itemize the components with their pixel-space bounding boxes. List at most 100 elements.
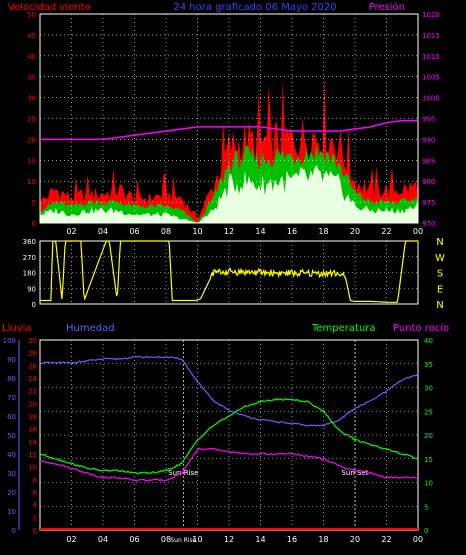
compass-label: N	[436, 237, 443, 248]
rain-tick-label: 30	[28, 337, 37, 345]
temperature-line	[39, 397, 418, 475]
pressure-tick-label: 1020	[422, 11, 440, 19]
pressure-tick-label: 1015	[422, 32, 440, 40]
wind-tick-label: 35	[27, 74, 36, 82]
hour-tick-label: Sun Rise	[170, 537, 196, 544]
temperature-tick-label: 40	[424, 337, 433, 345]
hour-tick-label: 18	[318, 535, 328, 544]
rain-tick-label: 18	[28, 413, 37, 421]
direction-tick-label: 360	[23, 238, 36, 246]
wind-tick-label: 40	[27, 53, 36, 61]
sun-annotation: Sun Rise	[168, 469, 198, 477]
humidity-temperature-panel: Lluvia Humedad Temperatura Punto rocío 0…	[2, 322, 449, 544]
hour-tick-label: 10	[192, 227, 202, 236]
humidity-tick-label: 0	[12, 527, 16, 535]
direction-tick-label: 90	[27, 285, 36, 293]
temperature-tick-label: 5	[424, 503, 428, 511]
rain-tick-label: 4	[33, 502, 38, 510]
temperature-tick-label: 10	[424, 480, 433, 488]
hour-tick-label: 00	[413, 535, 423, 544]
wind-tick-label: 10	[27, 178, 36, 186]
dewpoint-axis-title: Punto rocío	[393, 322, 449, 334]
rain-tick-label: 16	[28, 426, 37, 434]
wind-minimum-area	[40, 164, 418, 223]
temperature-tick-label: 30	[424, 385, 433, 393]
compass-label: S	[437, 269, 443, 280]
pressure-tick-label: 980	[422, 178, 435, 186]
wind-tick-label: 0	[32, 220, 36, 228]
rain-tick-label: 8	[33, 476, 37, 484]
hour-tick-label: 02	[66, 227, 76, 236]
hour-tick-label: 12	[224, 227, 234, 236]
humidity-tick-label: 10	[7, 508, 16, 516]
pressure-tick-label: 990	[422, 136, 435, 144]
direction-panel-frame	[39, 240, 419, 305]
rain-tick-label: 10	[28, 464, 37, 472]
pressure-tick-label: 970	[422, 220, 435, 228]
hour-tick-label: 02	[66, 535, 76, 544]
temperature-tick-label: 35	[424, 361, 433, 369]
hour-tick-label: 18	[318, 227, 328, 236]
rain-tick-label: 14	[28, 438, 37, 446]
humidity-tick-label: 20	[7, 489, 16, 497]
compass-label: W	[435, 253, 445, 264]
wind-tick-label: 20	[27, 136, 36, 144]
rain-tick-label: 12	[28, 451, 37, 459]
wind-tick-label: 5	[32, 199, 36, 207]
rain-tick-label: 6	[33, 489, 38, 497]
hour-tick-label: 22	[381, 227, 391, 236]
chart-title: 24 hora graficado 06 Mayo 2020	[173, 2, 336, 13]
direction-tick-label: 0	[32, 301, 36, 309]
temperature-tick-label: 20	[424, 432, 433, 440]
rain-tick-label: 22	[28, 388, 37, 396]
wind-axis-title: Velocidad viento	[8, 2, 91, 13]
direction-tick-label: 270	[23, 254, 36, 262]
pressure-axis-title: Presión	[369, 1, 405, 13]
hour-tick-label: 20	[350, 535, 360, 544]
hour-tick-label: 00	[413, 227, 423, 236]
hour-tick-label: 12	[224, 535, 234, 544]
hour-tick-label: 16	[287, 535, 297, 544]
rain-tick-label: 26	[28, 362, 37, 370]
wind-tick-label: 30	[27, 95, 36, 103]
pressure-line	[40, 119, 418, 141]
hour-tick-label: 04	[98, 227, 108, 236]
hour-tick-label: 06	[129, 535, 139, 544]
temperature-tick-label: 15	[424, 456, 433, 464]
hour-tick-label: 04	[98, 535, 108, 544]
pressure-tick-label: 995	[422, 116, 435, 124]
rain-tick-label: 2	[33, 514, 37, 522]
humidity-tick-label: 100	[3, 337, 16, 345]
humidity-tick-label: 70	[7, 394, 16, 402]
humidity-tick-label: 40	[7, 451, 16, 459]
compass-label: E	[437, 284, 443, 295]
humidity-axis-title: Humedad	[66, 323, 115, 334]
humidity-tick-label: 60	[7, 413, 16, 421]
pressure-tick-label: 1000	[422, 95, 440, 103]
wind-tick-label: 25	[27, 116, 36, 124]
rain-axis-title: Lluvia	[2, 323, 32, 334]
wind-tick-label: 45	[27, 32, 36, 40]
hour-tick-label: 08	[161, 535, 171, 544]
dewpoint-line	[39, 447, 419, 482]
temperature-tick-label: 25	[424, 408, 433, 416]
rain-tick-label: 24	[28, 375, 37, 383]
temperature-axis-title: Temperatura	[311, 323, 376, 334]
hour-tick-label: 08	[161, 227, 171, 236]
humidity-tick-label: 30	[7, 470, 16, 478]
hour-tick-label: 14	[255, 535, 265, 544]
hour-tick-label: 10	[192, 535, 202, 544]
pressure-tick-label: 1005	[422, 74, 440, 82]
direction-tick-label: 180	[23, 270, 36, 278]
pressure-tick-label: 975	[422, 199, 435, 207]
wind-tick-label: 15	[27, 157, 36, 165]
pressure-tick-label: 1010	[422, 53, 440, 61]
rain-tick-label: 20	[28, 400, 37, 408]
rain-tick-label: 28	[28, 350, 37, 358]
rain-tick-label: 0	[33, 527, 37, 535]
hour-tick-label: 20	[350, 227, 360, 236]
hour-tick-label: 06	[129, 227, 139, 236]
humidity-line	[39, 355, 419, 427]
